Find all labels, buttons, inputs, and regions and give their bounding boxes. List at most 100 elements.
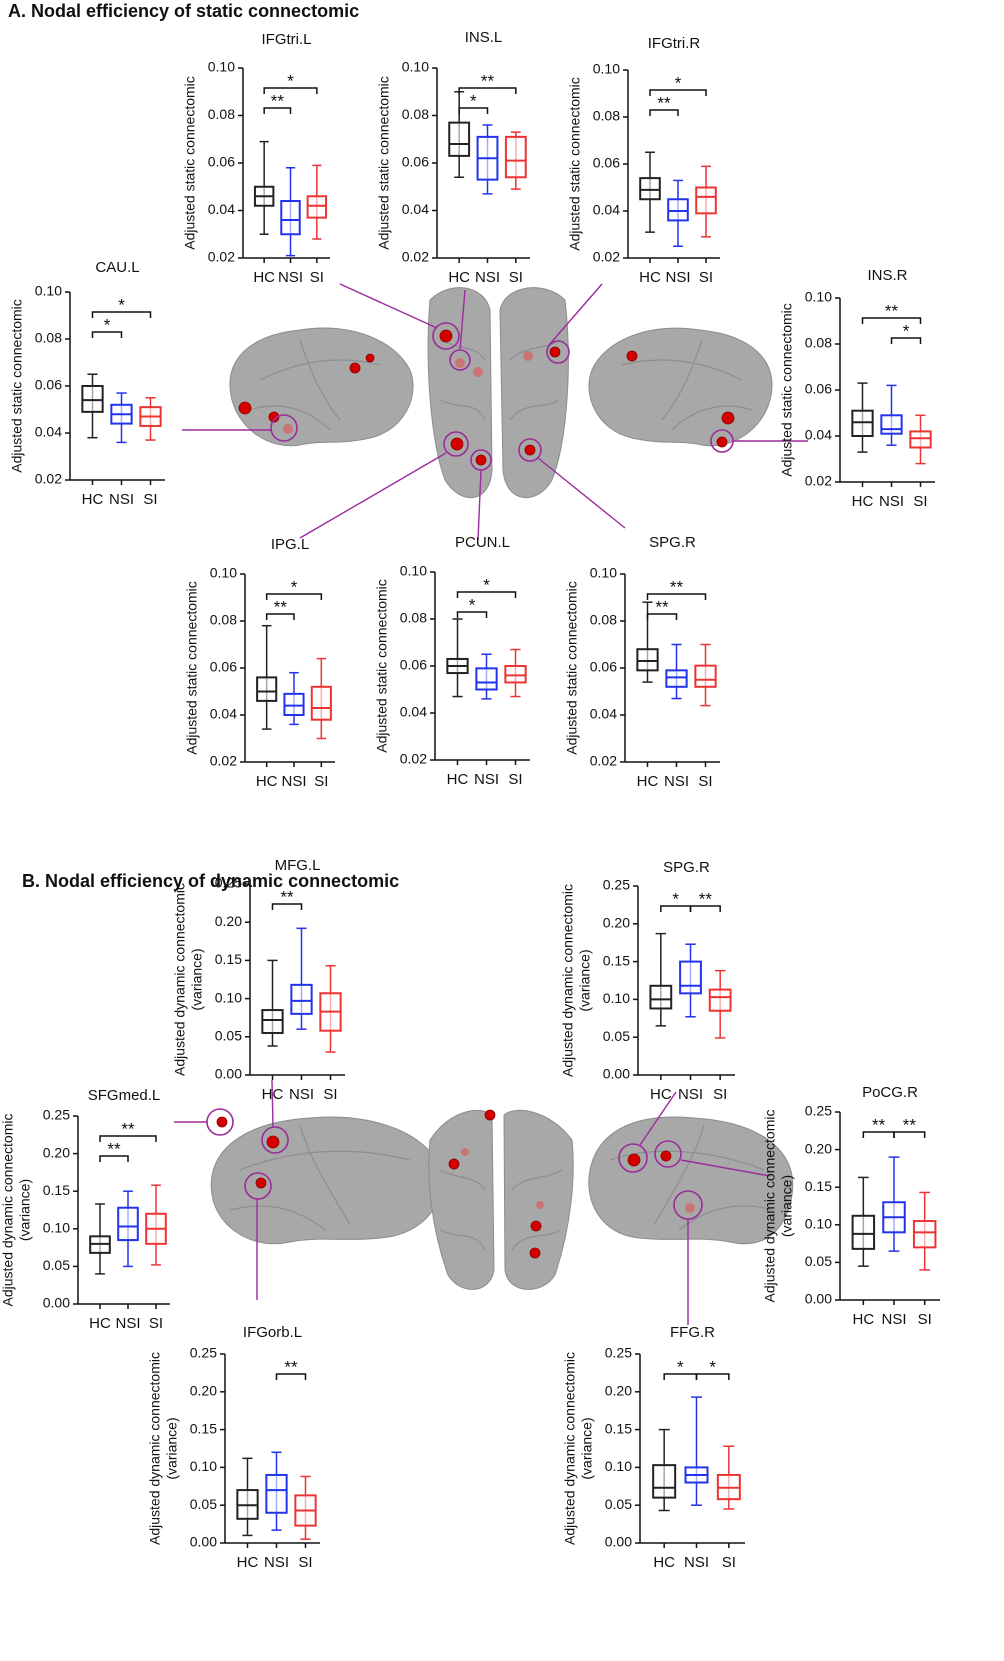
significance-label: **: [885, 301, 899, 320]
y-tick-label: 0.02: [590, 753, 617, 769]
box: [912, 1220, 937, 1249]
box: [280, 200, 301, 236]
y-tick-label: 0.04: [400, 704, 427, 720]
box: [256, 676, 278, 702]
chart-title: FFG.R: [670, 1324, 715, 1341]
y-tick-label: 0.10: [402, 59, 429, 75]
x-tick-label: HC: [653, 1554, 675, 1571]
y-axis-label: (variance): [189, 948, 205, 1010]
significance-bracket: [456, 591, 517, 598]
significance-label: *: [709, 1357, 716, 1376]
box-chart: IFGtri.R Adjusted static connectomic 0.02 0…: [567, 35, 720, 286]
chart-title: IFGtri.R: [648, 35, 701, 52]
y-tick-label: 0.06: [805, 381, 832, 397]
y-tick-label: 0.00: [190, 1534, 217, 1550]
x-tick-label: SI: [314, 773, 328, 790]
box: [665, 669, 688, 688]
chart-title: INS.L: [465, 29, 503, 46]
box: [708, 988, 732, 1012]
significance-bracket: [275, 1373, 307, 1380]
significance-bracket: [695, 1373, 730, 1380]
x-tick-label: SI: [722, 1554, 736, 1571]
significance-label: *: [287, 71, 294, 90]
significance-label: *: [470, 91, 477, 110]
y-axis-label: Adjusted dynamic connectomic: [172, 883, 188, 1076]
y-tick-label: 0.15: [190, 1420, 217, 1436]
y-axis-label: Adjusted static connectomic: [9, 299, 25, 473]
y-tick-label: 0.02: [805, 473, 832, 489]
y-tick-label: 0.20: [43, 1144, 70, 1160]
y-tick-label: 0.06: [593, 155, 620, 171]
chart-title: INS.R: [867, 267, 907, 284]
x-tick-label: HC: [262, 1086, 284, 1103]
box: [504, 135, 527, 179]
y-axis-label: Adjusted dynamic connectomic: [0, 1114, 16, 1307]
box: [695, 186, 717, 215]
x-tick-label: HC: [852, 493, 874, 510]
y-axis-label: Adjusted dynamic connectomic: [762, 1110, 778, 1303]
x-tick-label: NSI: [678, 1086, 703, 1103]
y-tick-label: 0.10: [208, 59, 235, 75]
x-tick-label: NSI: [278, 269, 303, 286]
y-tick-label: 0.04: [593, 202, 620, 218]
y-axis-label: (variance): [579, 1417, 595, 1479]
box-chart: IPG.L Adjusted static connectomic 0.02 0.04…: [184, 536, 335, 790]
y-tick-label: 0.00: [805, 1291, 832, 1307]
y-tick-label: 0.15: [43, 1182, 70, 1198]
significance-bracket: [458, 107, 489, 114]
box: [652, 1464, 677, 1499]
box: [475, 667, 498, 691]
box: [851, 409, 874, 438]
y-tick-label: 0.15: [603, 952, 630, 968]
box: [636, 648, 659, 672]
x-tick-label: NSI: [109, 491, 134, 508]
y-tick-label: 0.20: [603, 915, 630, 931]
box: [117, 1206, 139, 1242]
significance-label: **: [670, 577, 684, 596]
y-tick-label: 0.04: [35, 424, 62, 440]
y-tick-label: 0.20: [805, 1140, 832, 1156]
x-tick-label: SI: [918, 1311, 932, 1328]
x-tick-label: NSI: [665, 269, 690, 286]
y-axis-label: Adjusted static connectomic: [564, 581, 580, 755]
y-tick-label: 0.05: [605, 1496, 632, 1512]
box: [310, 685, 332, 721]
box: [81, 385, 104, 413]
y-axis-label: Adjusted dynamic connectomic: [562, 1352, 578, 1545]
y-tick-label: 0.25: [805, 1103, 832, 1119]
box: [880, 414, 903, 435]
x-tick-label: NSI: [289, 1086, 314, 1103]
x-tick-label: NSI: [684, 1554, 709, 1571]
y-tick-label: 0.25: [215, 875, 242, 891]
y-tick-label: 0.20: [215, 913, 242, 929]
y-tick-label: 0.02: [210, 753, 237, 769]
y-tick-label: 0.05: [43, 1257, 70, 1273]
box: [283, 692, 305, 716]
y-tick-label: 0.02: [400, 751, 427, 767]
y-tick-label: 0.06: [210, 659, 237, 675]
y-axis-label: Adjusted dynamic connectomic: [560, 884, 576, 1077]
x-tick-label: SI: [508, 771, 522, 788]
x-tick-label: SI: [149, 1315, 163, 1332]
box: [679, 960, 702, 995]
x-tick-label: HC: [237, 1554, 259, 1571]
y-axis-label: Adjusted static connectomic: [779, 303, 795, 477]
y-tick-label: 0.02: [402, 249, 429, 265]
y-tick-label: 0.10: [593, 61, 620, 77]
chart-title: PoCG.R: [862, 1084, 918, 1101]
significance-bracket: [265, 613, 295, 620]
box-chart: SPG.R Adjusted dynamic connectomic (varian…: [560, 859, 735, 1103]
y-tick-label: 0.20: [190, 1383, 217, 1399]
section-title: A. Nodal efficiency of static connectomi…: [8, 1, 359, 21]
significance-bracket: [458, 87, 517, 94]
box: [851, 1214, 876, 1250]
y-tick-label: 0.08: [590, 612, 617, 628]
y-tick-label: 0.00: [43, 1295, 70, 1311]
box-chart: SPG.R Adjusted static connectomic 0.02 0.04…: [564, 534, 720, 790]
significance-label: **: [481, 71, 495, 90]
x-tick-label: HC: [448, 269, 470, 286]
y-tick-label: 0.02: [208, 249, 235, 265]
significance-bracket: [271, 903, 303, 910]
y-tick-label: 0.00: [215, 1066, 242, 1082]
significance-label: **: [655, 597, 669, 616]
